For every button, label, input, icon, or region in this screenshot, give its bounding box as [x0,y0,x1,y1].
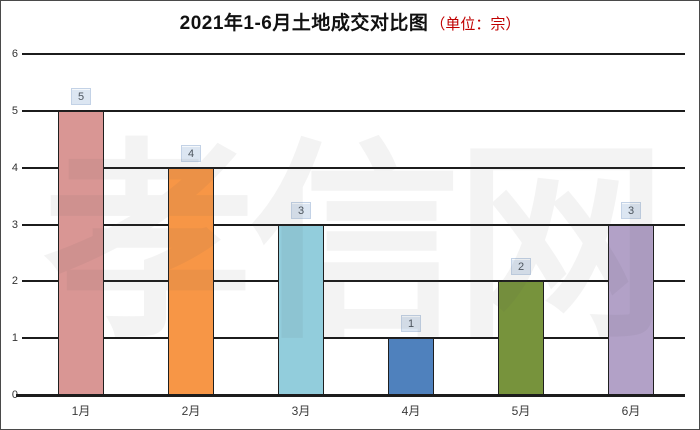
y-tick-label: 6 [11,48,18,60]
chart-title-text: 2021年1-6月土地成交对比图 [179,13,429,34]
chart-title: 2021年1-6月土地成交对比图 （单位：宗） [1,8,699,35]
y-tick-label: 4 [11,161,18,174]
y-tick-label: 5 [11,104,18,117]
gridline [22,53,685,55]
y-tick-label: 2 [11,275,18,288]
gridline [22,166,685,169]
bar [498,281,544,395]
x-tick-label: 5月 [511,404,531,418]
gridline [22,109,685,112]
x-tick-label: 2月 [181,404,201,418]
bar-value-label: 3 [291,201,311,219]
chart-title-unit: （单位：宗） [430,16,521,33]
x-tick-label: 3月 [291,404,311,418]
gridline [22,223,685,226]
bar [58,110,104,395]
watermark-text: 孝信网 [43,125,667,362]
bar-value-label: 5 [71,87,91,105]
x-tick-label: 1月 [71,404,91,418]
bar-value-label: 2 [511,258,531,276]
x-tick-label: 6月 [621,404,641,418]
y-tick-label: 0 [11,389,18,401]
bar-value-label: 3 [621,201,641,219]
x-tick-label: 4月 [401,404,421,418]
bar-value-label: 4 [181,144,201,162]
gridline [22,337,685,340]
x-axis-line [16,394,685,397]
bar-value-label: 1 [401,315,421,333]
bar [168,167,214,395]
y-tick-label: 1 [11,332,18,345]
gridline [22,280,685,283]
y-tick-label: 3 [11,218,18,231]
bar [608,224,654,395]
bar [388,338,434,395]
bar [278,224,324,395]
